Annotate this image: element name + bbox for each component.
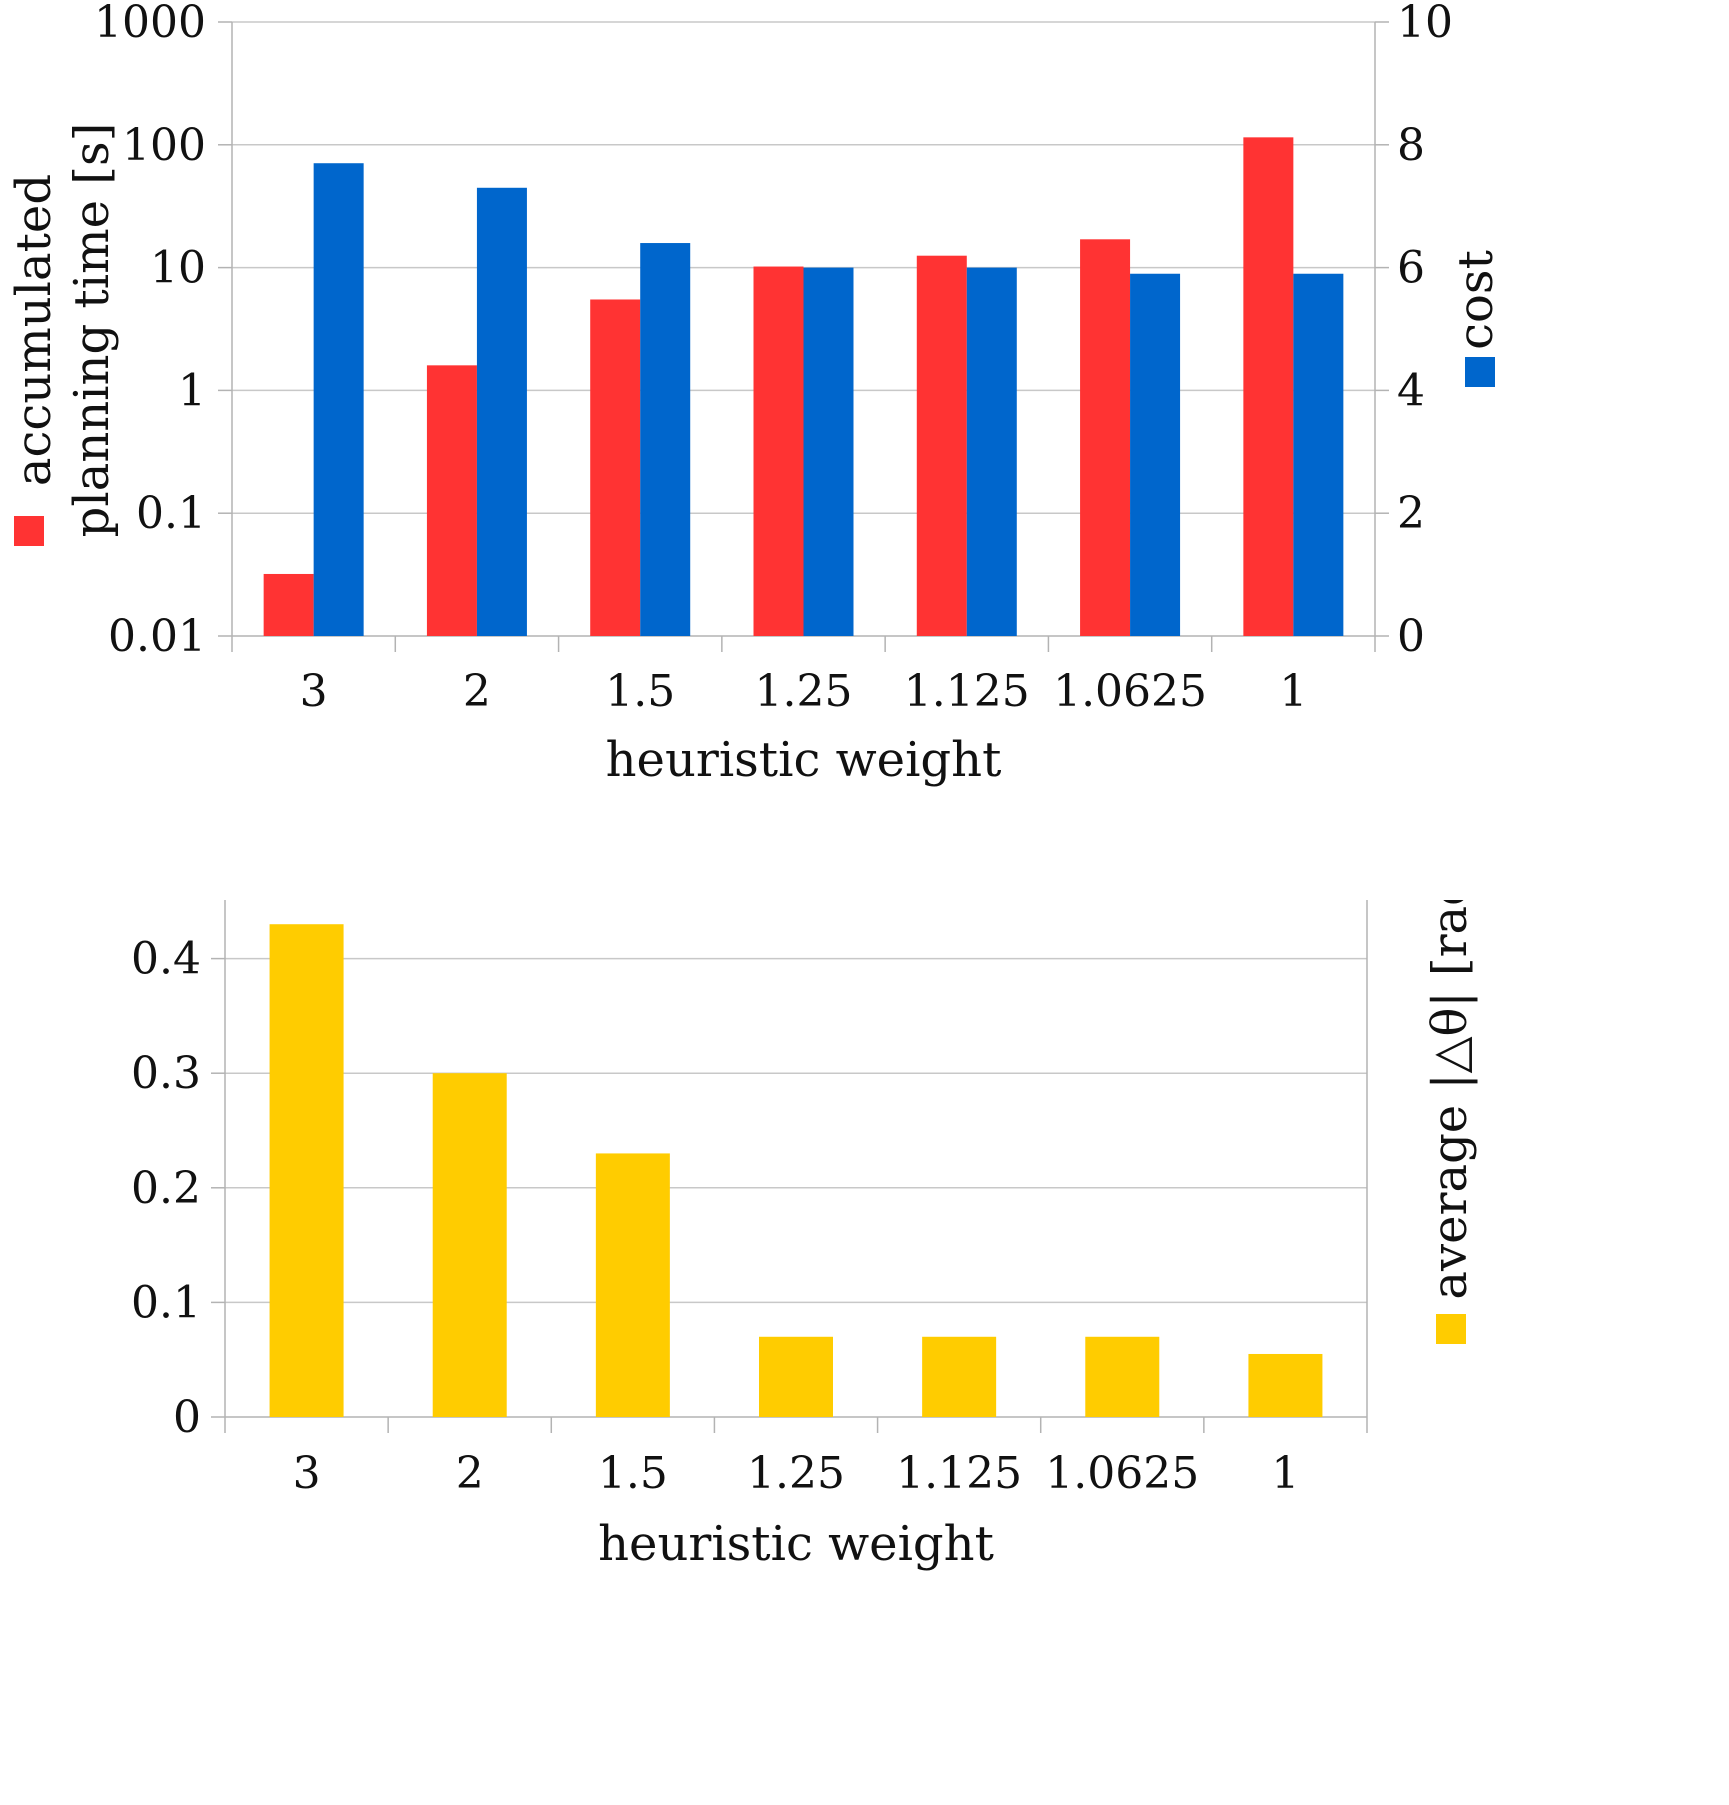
x-tick-label: 1.5 xyxy=(598,1448,668,1499)
legend-swatch-planning-time xyxy=(14,516,44,546)
x-tick-label: 3 xyxy=(293,1448,321,1499)
y-right-axis-title: cost xyxy=(1448,250,1504,350)
y-tick-label: 0.3 xyxy=(131,1048,201,1099)
y-right-tick-label: 2 xyxy=(1397,488,1425,539)
y-left-tick-label: 0.01 xyxy=(108,611,206,662)
y-right-tick-label: 6 xyxy=(1397,243,1425,294)
x-tick-label: 1.125 xyxy=(896,1448,1022,1499)
x-tick-label: 1.0625 xyxy=(1045,1448,1199,1499)
bar-planning-time xyxy=(916,255,967,636)
y-left-title-line: accumulated xyxy=(6,174,62,486)
y-right-title: cost xyxy=(1448,250,1504,350)
bar-cost xyxy=(803,267,854,636)
y-tick-label: 0 xyxy=(173,1392,201,1443)
bar-average-angle xyxy=(1085,1336,1160,1417)
x-axis-title: heuristic weight xyxy=(606,732,1002,788)
bar-average-angle xyxy=(922,1336,997,1417)
y-right-axis-title: average |△θ| [rad] xyxy=(1422,900,1478,1300)
bar-cost xyxy=(476,187,527,636)
y-left-tick-label: 1 xyxy=(178,365,206,416)
y-tick-label: 0.4 xyxy=(131,934,201,985)
y-right-tick-label: 10 xyxy=(1397,0,1453,48)
y-left-tick-label: 1000 xyxy=(94,0,206,48)
y-left-tick-label: 100 xyxy=(122,120,206,171)
planning-time-cost-chart: 0.01 0.1 1 10 100 1000 0 2 4 6 8 10 3 2 1.5 1.25 1.125 1.… xyxy=(6,0,1504,788)
y-right-tick-label: 4 xyxy=(1397,365,1425,416)
x-axis-title: heuristic weight xyxy=(598,1516,994,1572)
average-angle-chart: 00.10.20.30.40.5321.51.251.1251.06251heu… xyxy=(131,900,1478,1572)
x-tick-label: 1.0625 xyxy=(1053,666,1207,717)
bar-average-angle xyxy=(759,1336,833,1417)
bar-average-angle xyxy=(595,1153,670,1417)
bar-cost xyxy=(1293,273,1344,636)
bar-planning-time xyxy=(590,299,641,636)
bar-cost xyxy=(313,163,364,636)
y-right-tick-label: 0 xyxy=(1397,611,1425,662)
bar-planning-time xyxy=(1080,239,1131,636)
bar-planning-time xyxy=(1243,137,1294,636)
bar-average-angle xyxy=(269,924,344,1417)
x-tick-label: 1 xyxy=(1279,666,1307,717)
x-tick-label: 1 xyxy=(1271,1448,1299,1499)
y-right-tick-label: 8 xyxy=(1397,120,1425,171)
y-tick-label: 0.2 xyxy=(131,1163,201,1214)
y-tick-label: 0.1 xyxy=(131,1277,201,1328)
y-right-title: average |△θ| [rad] xyxy=(1422,900,1478,1300)
bar-planning-time xyxy=(753,266,804,636)
y-left-title-line: planning time [s] xyxy=(64,123,120,538)
x-tick-label: 3 xyxy=(300,666,328,717)
y-left-tick-label: 10 xyxy=(150,243,206,294)
bar-planning-time xyxy=(263,573,314,636)
bar-cost xyxy=(966,267,1017,636)
x-tick-label: 2 xyxy=(463,666,491,717)
bar-cost xyxy=(640,243,691,637)
y-left-axis-title: accumulated planning time [s] xyxy=(6,123,120,538)
y-left-tick-label: 0.1 xyxy=(136,488,206,539)
legend-swatch-cost xyxy=(1465,357,1495,387)
bar-planning-time xyxy=(426,365,477,636)
x-tick-label: 1.125 xyxy=(904,666,1030,717)
bar-cost xyxy=(1130,273,1181,636)
legend-swatch-average-angle xyxy=(1436,1314,1466,1344)
x-tick-label: 1.25 xyxy=(755,666,853,717)
x-tick-label: 1.25 xyxy=(747,1448,845,1499)
x-tick-label: 1.5 xyxy=(605,666,675,717)
x-tick-label: 2 xyxy=(456,1448,484,1499)
bar-average-angle xyxy=(432,1073,507,1417)
bar-average-angle xyxy=(1248,1353,1323,1417)
